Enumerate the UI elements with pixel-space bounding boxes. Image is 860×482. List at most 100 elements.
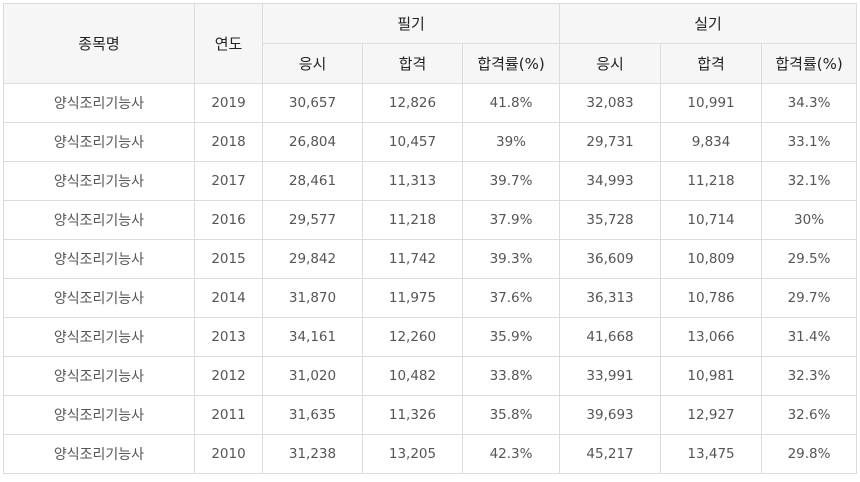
cell-practical-passed: 10,981 xyxy=(660,356,763,396)
cell-name: 양식조리기능사 xyxy=(3,356,195,396)
cell-year: 2016 xyxy=(194,200,263,240)
table-header: 종목명 연도 필기 실기 응시 합격 합격률(%) 응시 합격 합격률(%) xyxy=(3,3,858,84)
cell-written-applicants: 30,657 xyxy=(262,83,363,123)
cell-written-applicants: 29,842 xyxy=(262,239,363,279)
cell-practical-rate: 32.3% xyxy=(761,356,858,396)
cell-written-rate: 37.6% xyxy=(461,278,561,318)
table-row: 양식조리기능사 2017 28,461 11,313 39.7% 34,993 … xyxy=(3,161,858,201)
cell-name: 양식조리기능사 xyxy=(3,239,195,279)
cell-written-passed: 11,975 xyxy=(362,278,463,318)
cell-written-passed: 13,205 xyxy=(362,434,463,474)
header-year: 연도 xyxy=(194,3,263,84)
cell-practical-applicants: 35,728 xyxy=(559,200,662,240)
cell-written-rate: 33.8% xyxy=(461,356,561,396)
cell-year: 2017 xyxy=(194,161,263,201)
table-row: 양식조리기능사 2016 29,577 11,218 37.9% 35,728 … xyxy=(3,200,858,240)
table-row: 양식조리기능사 2019 30,657 12,826 41.8% 32,083 … xyxy=(3,83,858,123)
cell-practical-rate: 32.6% xyxy=(761,395,858,435)
cell-practical-rate: 29.5% xyxy=(761,239,858,279)
cell-year: 2014 xyxy=(194,278,263,318)
header-row-sub: 응시 합격 합격률(%) 응시 합격 합격률(%) xyxy=(4,43,858,84)
table-row: 양식조리기능사 2012 31,020 10,482 33.8% 33,991 … xyxy=(3,356,858,396)
cell-name: 양식조리기능사 xyxy=(3,395,195,435)
cell-practical-applicants: 32,083 xyxy=(559,83,662,123)
header-name: 종목명 xyxy=(3,3,195,84)
cell-year: 2015 xyxy=(194,239,263,279)
cell-written-applicants: 29,577 xyxy=(262,200,363,240)
cell-year: 2010 xyxy=(194,434,263,474)
cell-practical-passed: 10,809 xyxy=(660,239,763,279)
table-row: 양식조리기능사 2018 26,804 10,457 39% 29,731 9,… xyxy=(3,122,858,162)
cell-written-applicants: 31,870 xyxy=(262,278,363,318)
cell-written-applicants: 28,461 xyxy=(262,161,363,201)
cell-practical-applicants: 39,693 xyxy=(559,395,662,435)
cell-written-applicants: 26,804 xyxy=(262,122,363,162)
cell-written-applicants: 31,635 xyxy=(262,395,363,435)
cell-practical-rate: 29.7% xyxy=(761,278,858,318)
cell-written-passed: 11,742 xyxy=(362,239,463,279)
cell-written-rate: 37.9% xyxy=(461,200,561,240)
cell-written-rate: 39.3% xyxy=(461,239,561,279)
cell-practical-passed: 11,218 xyxy=(660,161,763,201)
cell-written-passed: 12,260 xyxy=(362,317,463,357)
cell-name: 양식조리기능사 xyxy=(3,434,195,474)
cell-written-rate: 39.7% xyxy=(461,161,561,201)
cell-practical-rate: 33.1% xyxy=(761,122,858,162)
table-row: 양식조리기능사 2011 31,635 11,326 35.8% 39,693 … xyxy=(3,395,858,435)
cell-practical-rate: 30% xyxy=(761,200,858,240)
cell-practical-passed: 10,991 xyxy=(660,83,763,123)
cell-written-rate: 39% xyxy=(461,122,561,162)
table-row: 양식조리기능사 2010 31,238 13,205 42.3% 45,217 … xyxy=(3,434,858,474)
cell-practical-applicants: 36,313 xyxy=(559,278,662,318)
cell-practical-passed: 12,927 xyxy=(660,395,763,435)
table-row: 양식조리기능사 2013 34,161 12,260 35.9% 41,668 … xyxy=(3,317,858,357)
cell-written-passed: 10,482 xyxy=(362,356,463,396)
cell-practical-passed: 13,066 xyxy=(660,317,763,357)
cell-practical-applicants: 36,609 xyxy=(559,239,662,279)
cell-written-applicants: 34,161 xyxy=(262,317,363,357)
cell-year: 2018 xyxy=(194,122,263,162)
header-written-rate: 합격률(%) xyxy=(461,43,561,84)
cell-practical-passed: 10,714 xyxy=(660,200,763,240)
header-written-passed: 합격 xyxy=(362,43,463,84)
cell-name: 양식조리기능사 xyxy=(3,161,195,201)
table-row: 양식조리기능사 2015 29,842 11,742 39.3% 36,609 … xyxy=(3,239,858,279)
cell-written-applicants: 31,238 xyxy=(262,434,363,474)
header-written: 필기 xyxy=(261,3,561,44)
table-row: 양식조리기능사 2014 31,870 11,975 37.6% 36,313 … xyxy=(3,278,858,318)
cell-written-passed: 11,313 xyxy=(362,161,463,201)
cell-practical-rate: 29.8% xyxy=(761,434,858,474)
cell-year: 2019 xyxy=(194,83,263,123)
cell-practical-passed: 13,475 xyxy=(660,434,763,474)
cell-written-passed: 10,457 xyxy=(362,122,463,162)
cell-written-rate: 41.8% xyxy=(461,83,561,123)
cell-written-applicants: 31,020 xyxy=(262,356,363,396)
cell-name: 양식조리기능사 xyxy=(3,200,195,240)
cell-name: 양식조리기능사 xyxy=(3,317,195,357)
header-practical-applicants: 응시 xyxy=(559,43,662,84)
cell-name: 양식조리기능사 xyxy=(3,278,195,318)
cell-practical-rate: 32.1% xyxy=(761,161,858,201)
header-practical-passed: 합격 xyxy=(660,43,763,84)
cell-year: 2011 xyxy=(194,395,263,435)
cell-practical-applicants: 33,991 xyxy=(559,356,662,396)
header-practical: 실기 xyxy=(559,3,858,44)
table-body: 양식조리기능사 2019 30,657 12,826 41.8% 32,083 … xyxy=(3,83,858,474)
cell-practical-passed: 9,834 xyxy=(660,122,763,162)
cell-written-rate: 35.8% xyxy=(461,395,561,435)
cell-name: 양식조리기능사 xyxy=(3,122,195,162)
cell-written-rate: 35.9% xyxy=(461,317,561,357)
cell-name: 양식조리기능사 xyxy=(3,83,195,123)
cell-written-passed: 12,826 xyxy=(362,83,463,123)
cell-practical-rate: 34.3% xyxy=(761,83,858,123)
header-row-group: 종목명 연도 필기 실기 xyxy=(3,3,858,84)
cell-written-passed: 11,326 xyxy=(362,395,463,435)
cell-written-rate: 42.3% xyxy=(461,434,561,474)
cell-written-passed: 11,218 xyxy=(362,200,463,240)
cell-practical-applicants: 45,217 xyxy=(559,434,662,474)
header-practical-rate: 합격률(%) xyxy=(761,43,858,84)
cell-practical-applicants: 41,668 xyxy=(559,317,662,357)
cell-practical-applicants: 29,731 xyxy=(559,122,662,162)
exam-statistics-table: 종목명 연도 필기 실기 응시 합격 합격률(%) 응시 합격 합격률(%) 양… xyxy=(3,3,858,474)
cell-practical-rate: 31.4% xyxy=(761,317,858,357)
